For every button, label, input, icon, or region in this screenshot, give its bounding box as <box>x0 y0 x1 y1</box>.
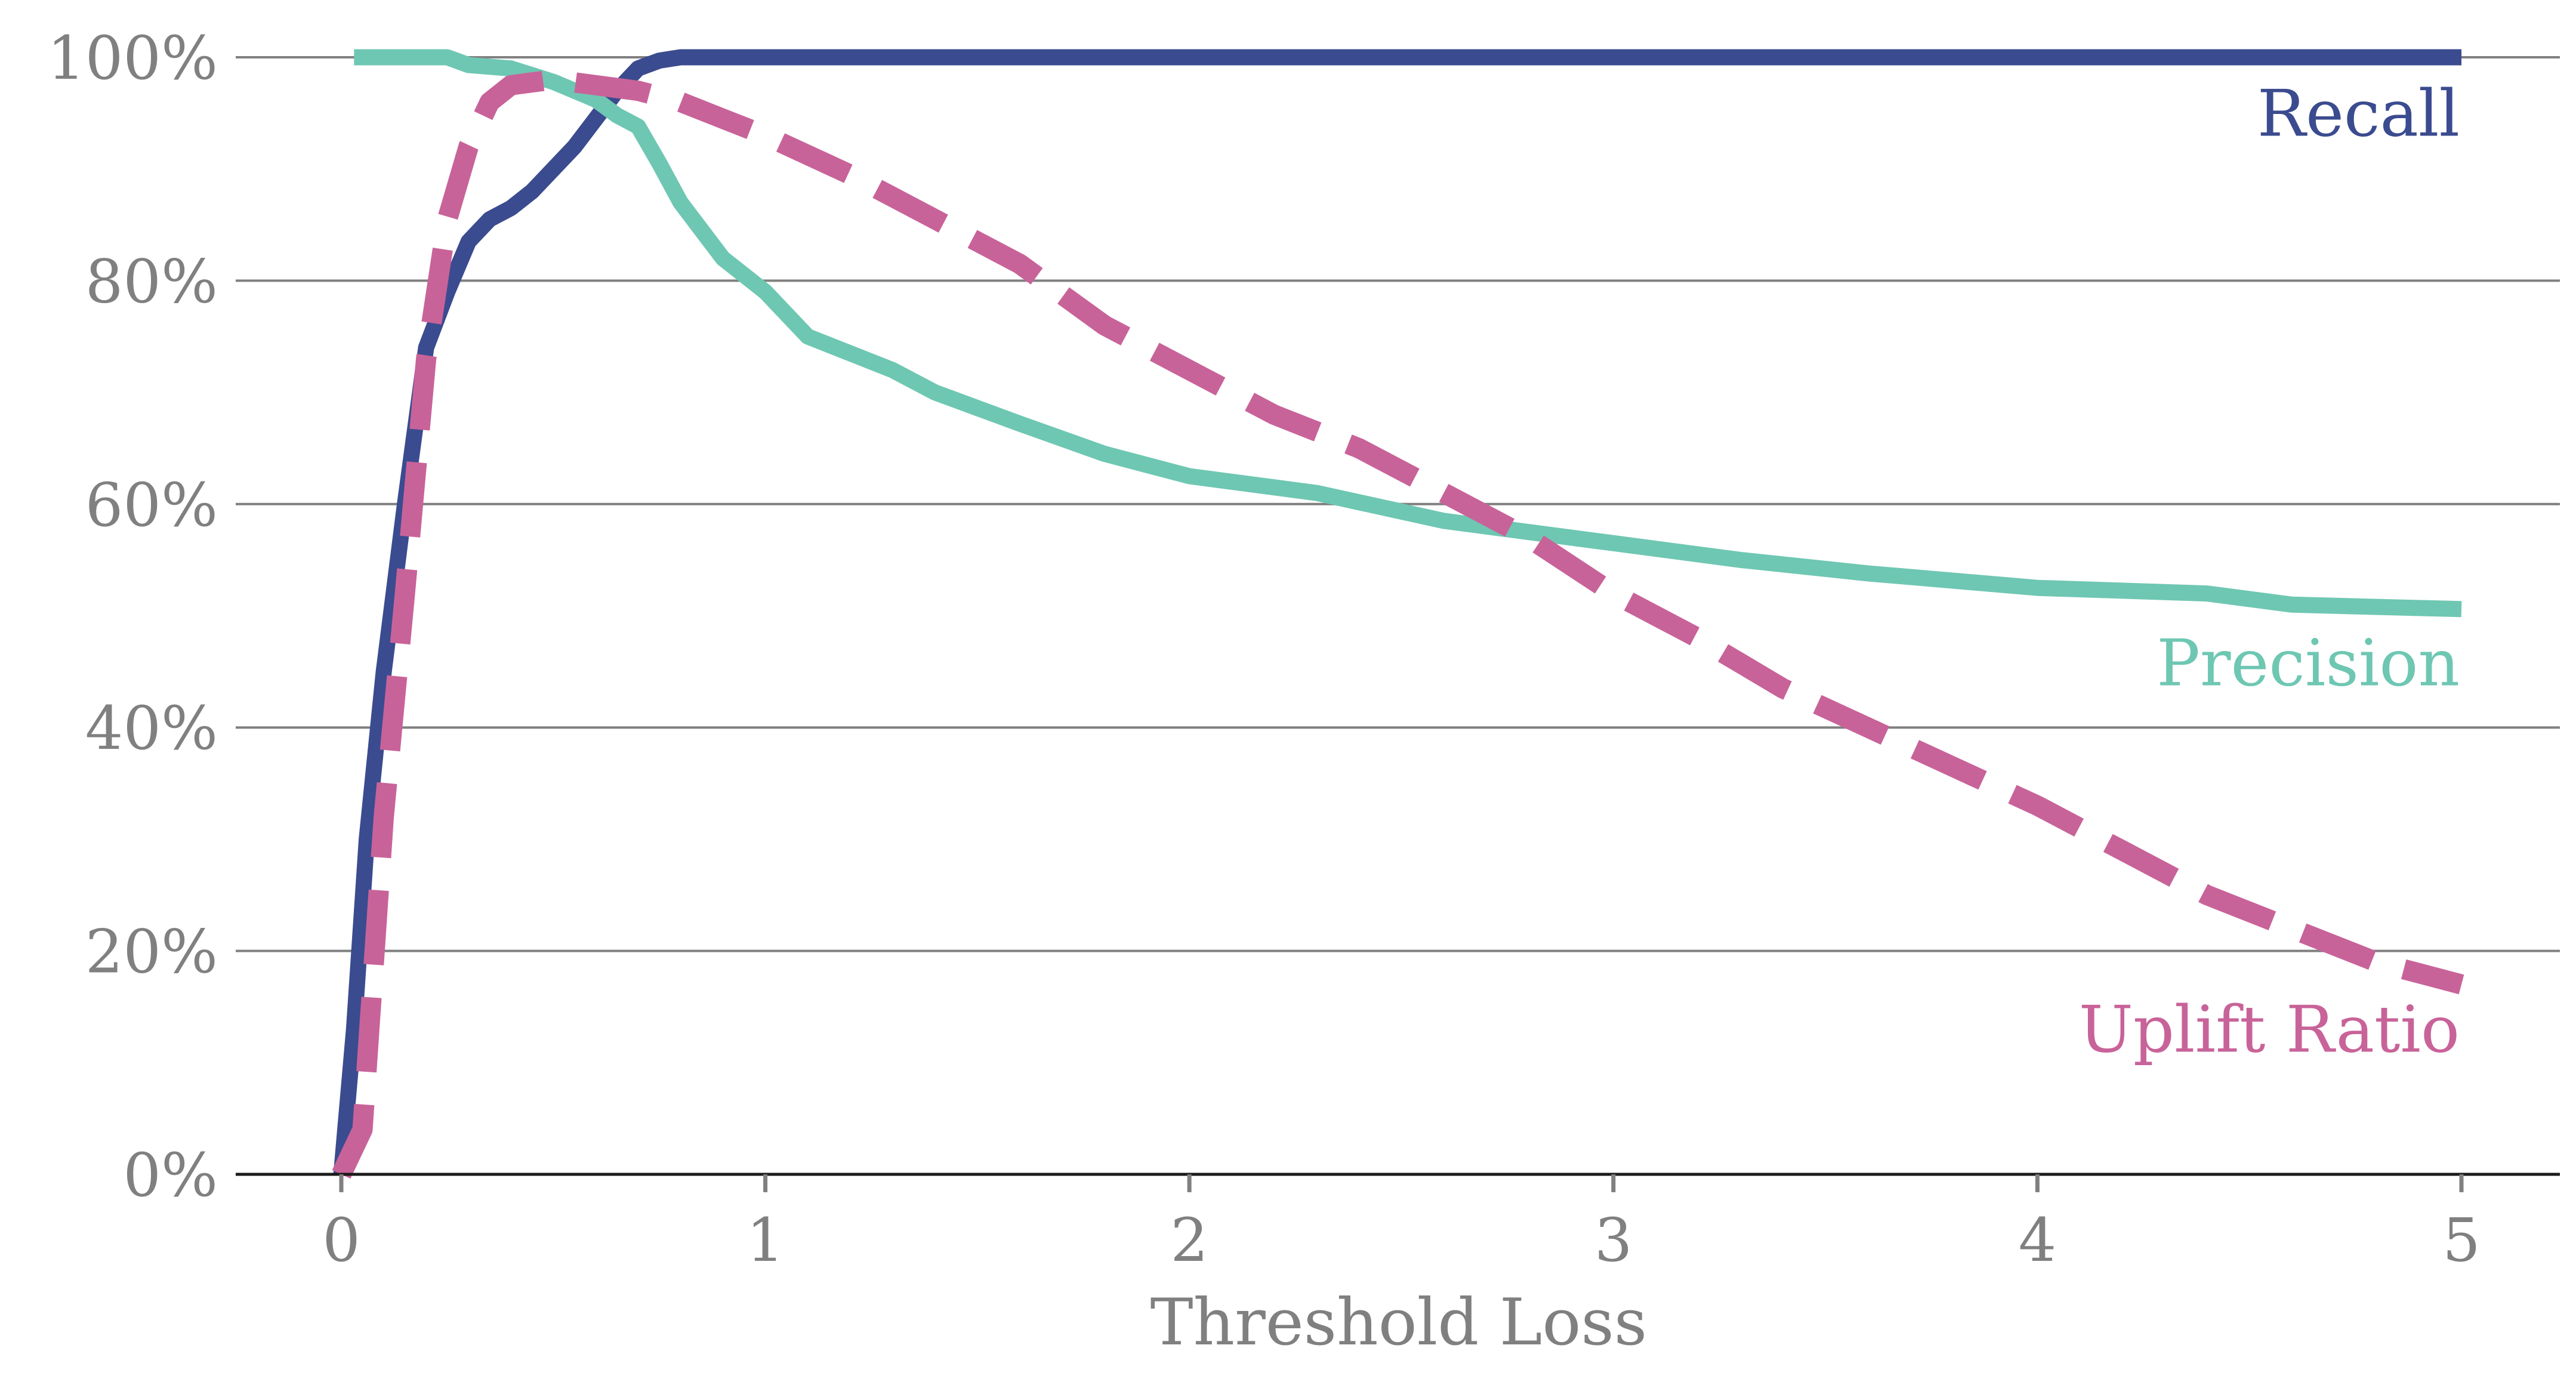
y-tick-label: 0% <box>123 1140 218 1210</box>
series-label-uplift-ratio: Uplift Ratio <box>2079 993 2460 1068</box>
series-line-precision <box>354 49 2462 618</box>
x-tick-label: 4 <box>2019 1205 2057 1275</box>
x-axis-ticks: 0 1 2 3 4 5 <box>322 1174 2481 1275</box>
series-label-recall: Recall <box>2257 77 2460 152</box>
series-line-recall <box>333 49 2461 1176</box>
y-tick-label: 20% <box>85 917 218 987</box>
y-tick-label: 60% <box>85 470 218 540</box>
series-lines <box>332 49 2464 1179</box>
y-axis-ticks: 0% 20% 40% 60% 80% 100% <box>47 23 218 1210</box>
series-label-precision: Precision <box>2157 627 2460 701</box>
x-tick-label: 0 <box>322 1205 360 1275</box>
y-tick-label: 80% <box>85 246 218 316</box>
y-tick-label: 100% <box>47 23 218 93</box>
series-line-uplift-ratio <box>332 69 2464 1179</box>
x-tick-label: 1 <box>746 1205 785 1275</box>
series-labels: Recall Precision Uplift Ratio <box>2079 77 2460 1068</box>
x-tick-label: 5 <box>2442 1205 2481 1275</box>
y-tick-label: 40% <box>85 693 218 763</box>
x-axis-title: Threshold Loss <box>1150 1285 1648 1360</box>
x-tick-label: 2 <box>1170 1205 1208 1275</box>
x-tick-label: 3 <box>1594 1205 1633 1275</box>
